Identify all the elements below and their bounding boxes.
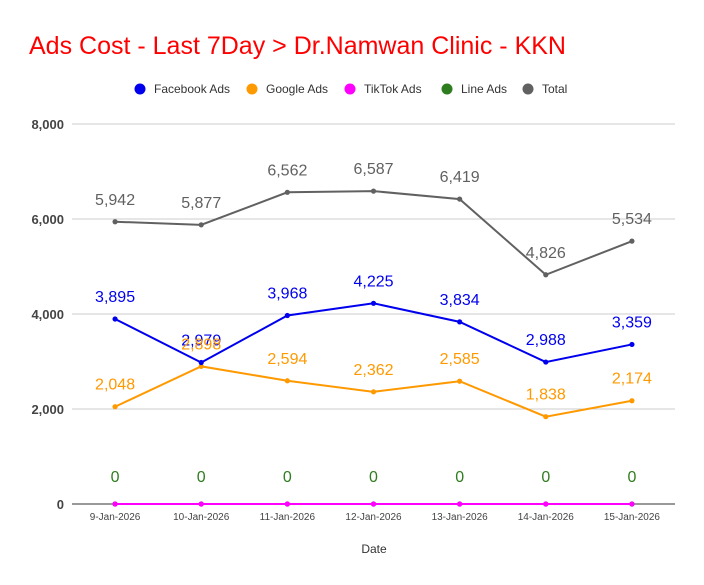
data-point-total — [457, 196, 463, 202]
data-label-total: 4,826 — [526, 245, 566, 262]
data-point-total — [370, 188, 377, 194]
data-label-google-ads: 2,594 — [267, 351, 307, 368]
x-tick-label: 13-Jan-2026 — [432, 512, 489, 523]
legend-marker — [134, 83, 146, 95]
gridlines — [72, 123, 675, 505]
data-label-line-ads: 0 — [369, 469, 378, 486]
x-axis-ticks: 9-Jan-2026 10-Jan-2026 11-Jan-2026 12-Jan-2… — [90, 512, 661, 523]
series-lines — [112, 188, 635, 507]
x-tick-label: 12-Jan-2026 — [345, 512, 402, 523]
data-point-google-ads — [112, 404, 118, 410]
data-label-total: 6,562 — [267, 162, 307, 179]
data-point-facebook-ads — [198, 359, 204, 366]
y-tick-label: 0 — [57, 497, 64, 512]
x-tick-label: 15-Jan-2026 — [604, 512, 661, 523]
data-label-facebook-ads: 4,225 — [353, 273, 393, 290]
legend-item-total[interactable]: Total — [522, 82, 568, 96]
data-label-total: 6,587 — [353, 161, 393, 178]
data-label-facebook-ads: 3,834 — [440, 292, 480, 309]
data-label-line-ads: 0 — [627, 469, 636, 486]
y-tick-label: 2,000 — [31, 402, 64, 417]
data-labels: 3,895 2,979 3,968 4,225 3,834 2,988 3,359 2,048… — [95, 161, 652, 486]
data-point-google-ads — [284, 378, 290, 384]
data-label-google-ads: 1,838 — [526, 387, 566, 404]
data-point-facebook-ads — [457, 319, 463, 325]
data-label-facebook-ads: 2,988 — [526, 332, 566, 349]
y-axis-ticks: 0 2,000 4,000 6,000 8,000 — [31, 117, 64, 512]
data-point-total — [112, 219, 118, 225]
data-point-tiktok-ads — [543, 501, 549, 507]
data-point-tiktok-ads — [629, 501, 635, 507]
y-tick-label: 8,000 — [31, 117, 64, 132]
data-point-google-ads — [370, 389, 377, 395]
data-label-google-ads: 2,048 — [95, 377, 135, 394]
legend-item-facebook-ads[interactable]: Facebook Ads — [134, 82, 231, 96]
data-label-total: 5,534 — [612, 211, 652, 228]
data-point-google-ads — [457, 378, 463, 384]
data-label-line-ads: 0 — [455, 469, 464, 486]
x-tick-label: 9-Jan-2026 — [90, 512, 141, 523]
data-point-google-ads — [198, 363, 204, 369]
data-label-total: 5,942 — [95, 192, 135, 209]
data-point-tiktok-ads — [112, 501, 118, 507]
data-point-total — [543, 272, 549, 278]
data-point-facebook-ads — [284, 312, 290, 319]
data-label-total: 5,877 — [181, 195, 221, 212]
legend-item-tiktok-ads[interactable]: TikTok Ads — [344, 82, 422, 96]
y-tick-label: 4,000 — [31, 307, 64, 322]
data-point-facebook-ads — [370, 300, 377, 306]
data-label-google-ads: 2,174 — [612, 371, 652, 388]
data-point-total — [629, 238, 635, 244]
data-point-facebook-ads — [629, 341, 635, 348]
data-label-facebook-ads: 3,359 — [612, 314, 652, 331]
data-point-google-ads — [629, 398, 635, 404]
data-label-total: 6,419 — [440, 169, 480, 186]
data-point-facebook-ads — [543, 359, 549, 365]
x-tick-label: 11-Jan-2026 — [260, 512, 316, 523]
data-point-tiktok-ads — [457, 501, 463, 507]
legend-marker — [522, 83, 534, 95]
data-point-tiktok-ads — [370, 501, 377, 507]
data-label-google-ads: 2,898 — [181, 336, 221, 353]
data-label-facebook-ads: 3,968 — [267, 286, 307, 303]
x-axis-label: Date — [361, 542, 387, 556]
legend-label: Line Ads — [461, 82, 507, 96]
legend-item-google-ads[interactable]: Google Ads — [246, 82, 329, 96]
chart-title: Ads Cost - Last 7Day > Dr.Namwan Clinic … — [29, 32, 566, 60]
data-label-line-ads: 0 — [541, 469, 550, 486]
y-tick-label: 6,000 — [31, 212, 64, 227]
legend-marker — [246, 83, 258, 95]
data-label-line-ads: 0 — [111, 469, 120, 486]
data-label-line-ads: 0 — [197, 469, 206, 486]
data-point-total — [284, 189, 290, 195]
legend-item-line-ads[interactable]: Line Ads — [441, 82, 508, 96]
data-label-line-ads: 0 — [283, 469, 292, 486]
data-point-tiktok-ads — [284, 501, 290, 507]
legend-marker — [441, 83, 453, 95]
data-point-tiktok-ads — [198, 501, 204, 507]
data-label-google-ads: 2,585 — [440, 351, 480, 368]
x-tick-label: 10-Jan-2026 — [173, 512, 230, 523]
legend-label: Google Ads — [266, 82, 328, 96]
legend-label: Total — [542, 82, 567, 96]
legend-label: TikTok Ads — [364, 82, 422, 96]
legend: Facebook Ads Google Ads TikTok Ads Line Ads… — [134, 82, 568, 96]
data-label-facebook-ads: 3,895 — [95, 289, 135, 306]
data-point-google-ads — [543, 414, 549, 420]
data-point-facebook-ads — [112, 316, 118, 322]
x-tick-label: 14-Jan-2026 — [518, 512, 575, 523]
data-point-total — [198, 222, 204, 228]
data-label-facebook-ads: 2,979 — [181, 332, 221, 349]
legend-label: Facebook Ads — [154, 82, 230, 96]
data-label-google-ads: 2,362 — [353, 362, 393, 379]
legend-marker — [344, 83, 356, 95]
